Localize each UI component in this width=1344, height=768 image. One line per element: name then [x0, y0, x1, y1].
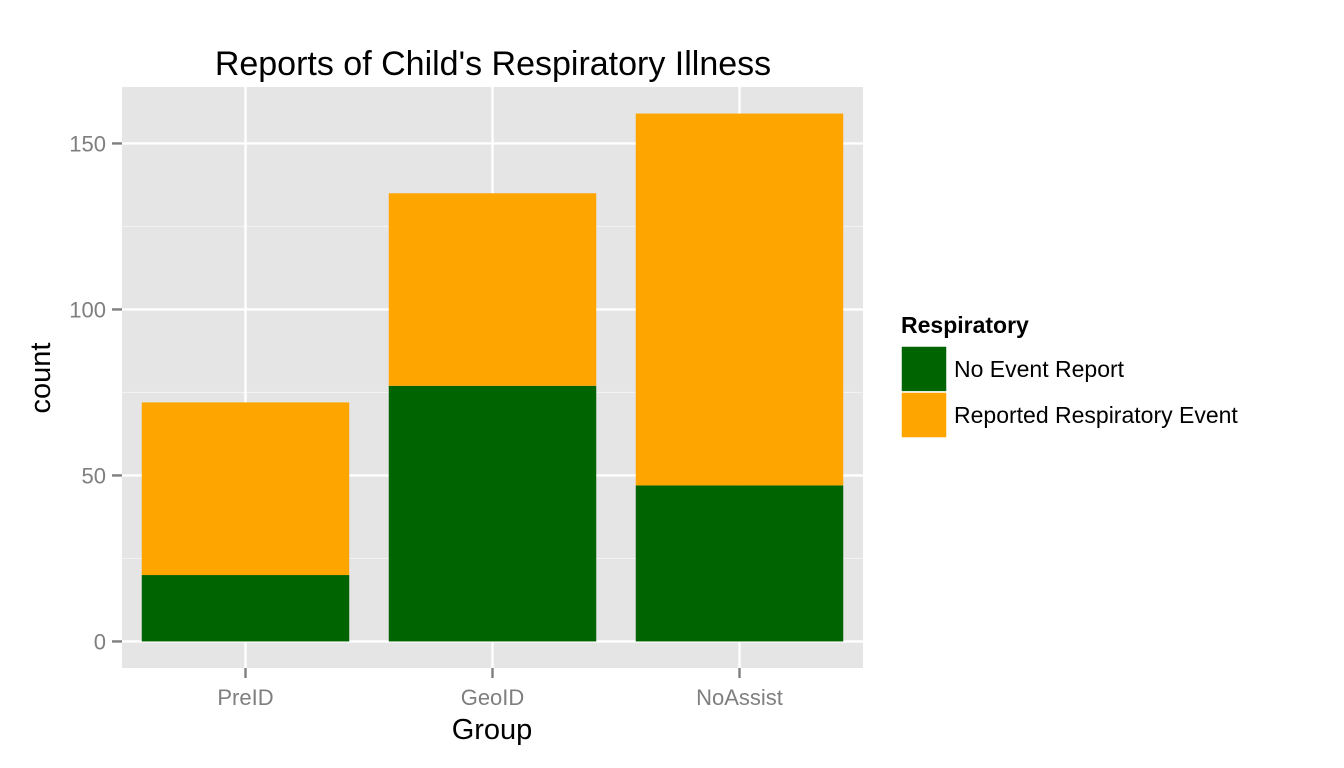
bar-GeoID-1: [388, 193, 597, 386]
y-axis: 0 50 100 150: [69, 131, 122, 654]
bar-GeoID-0: [388, 385, 597, 642]
bar-NoAssist-0: [635, 485, 844, 642]
y-axis-title: count: [25, 343, 57, 414]
x-axis: PreID GeoID NoAssist: [217, 668, 783, 710]
legend-key: [900, 391, 948, 439]
x-axis-title: Group: [452, 714, 533, 746]
bars: [141, 113, 844, 642]
y-tick-label: 150: [69, 131, 106, 156]
bar-NoAssist-1: [635, 113, 844, 486]
legend-key: [900, 345, 948, 393]
chart-title: Reports of Child's Respiratory Illness: [215, 45, 771, 83]
y-tick-label: 0: [94, 629, 106, 654]
y-tick-label: 50: [82, 463, 106, 488]
x-tick-label: GeoID: [461, 685, 525, 710]
legend-items: No Event Report Reported Respiratory Even…: [900, 345, 1238, 439]
x-tick-label: NoAssist: [696, 685, 783, 710]
legend-label: Reported Respiratory Event: [954, 402, 1238, 428]
x-tick-label: PreID: [217, 685, 273, 710]
y-tick-label: 100: [69, 297, 106, 322]
bar-PreID-0: [141, 575, 350, 642]
legend: Respiratory No Event Report Reported Resp…: [900, 312, 1238, 439]
legend-title: Respiratory: [901, 312, 1029, 338]
bar-PreID-1: [141, 402, 350, 576]
legend-label: No Event Report: [954, 356, 1125, 382]
